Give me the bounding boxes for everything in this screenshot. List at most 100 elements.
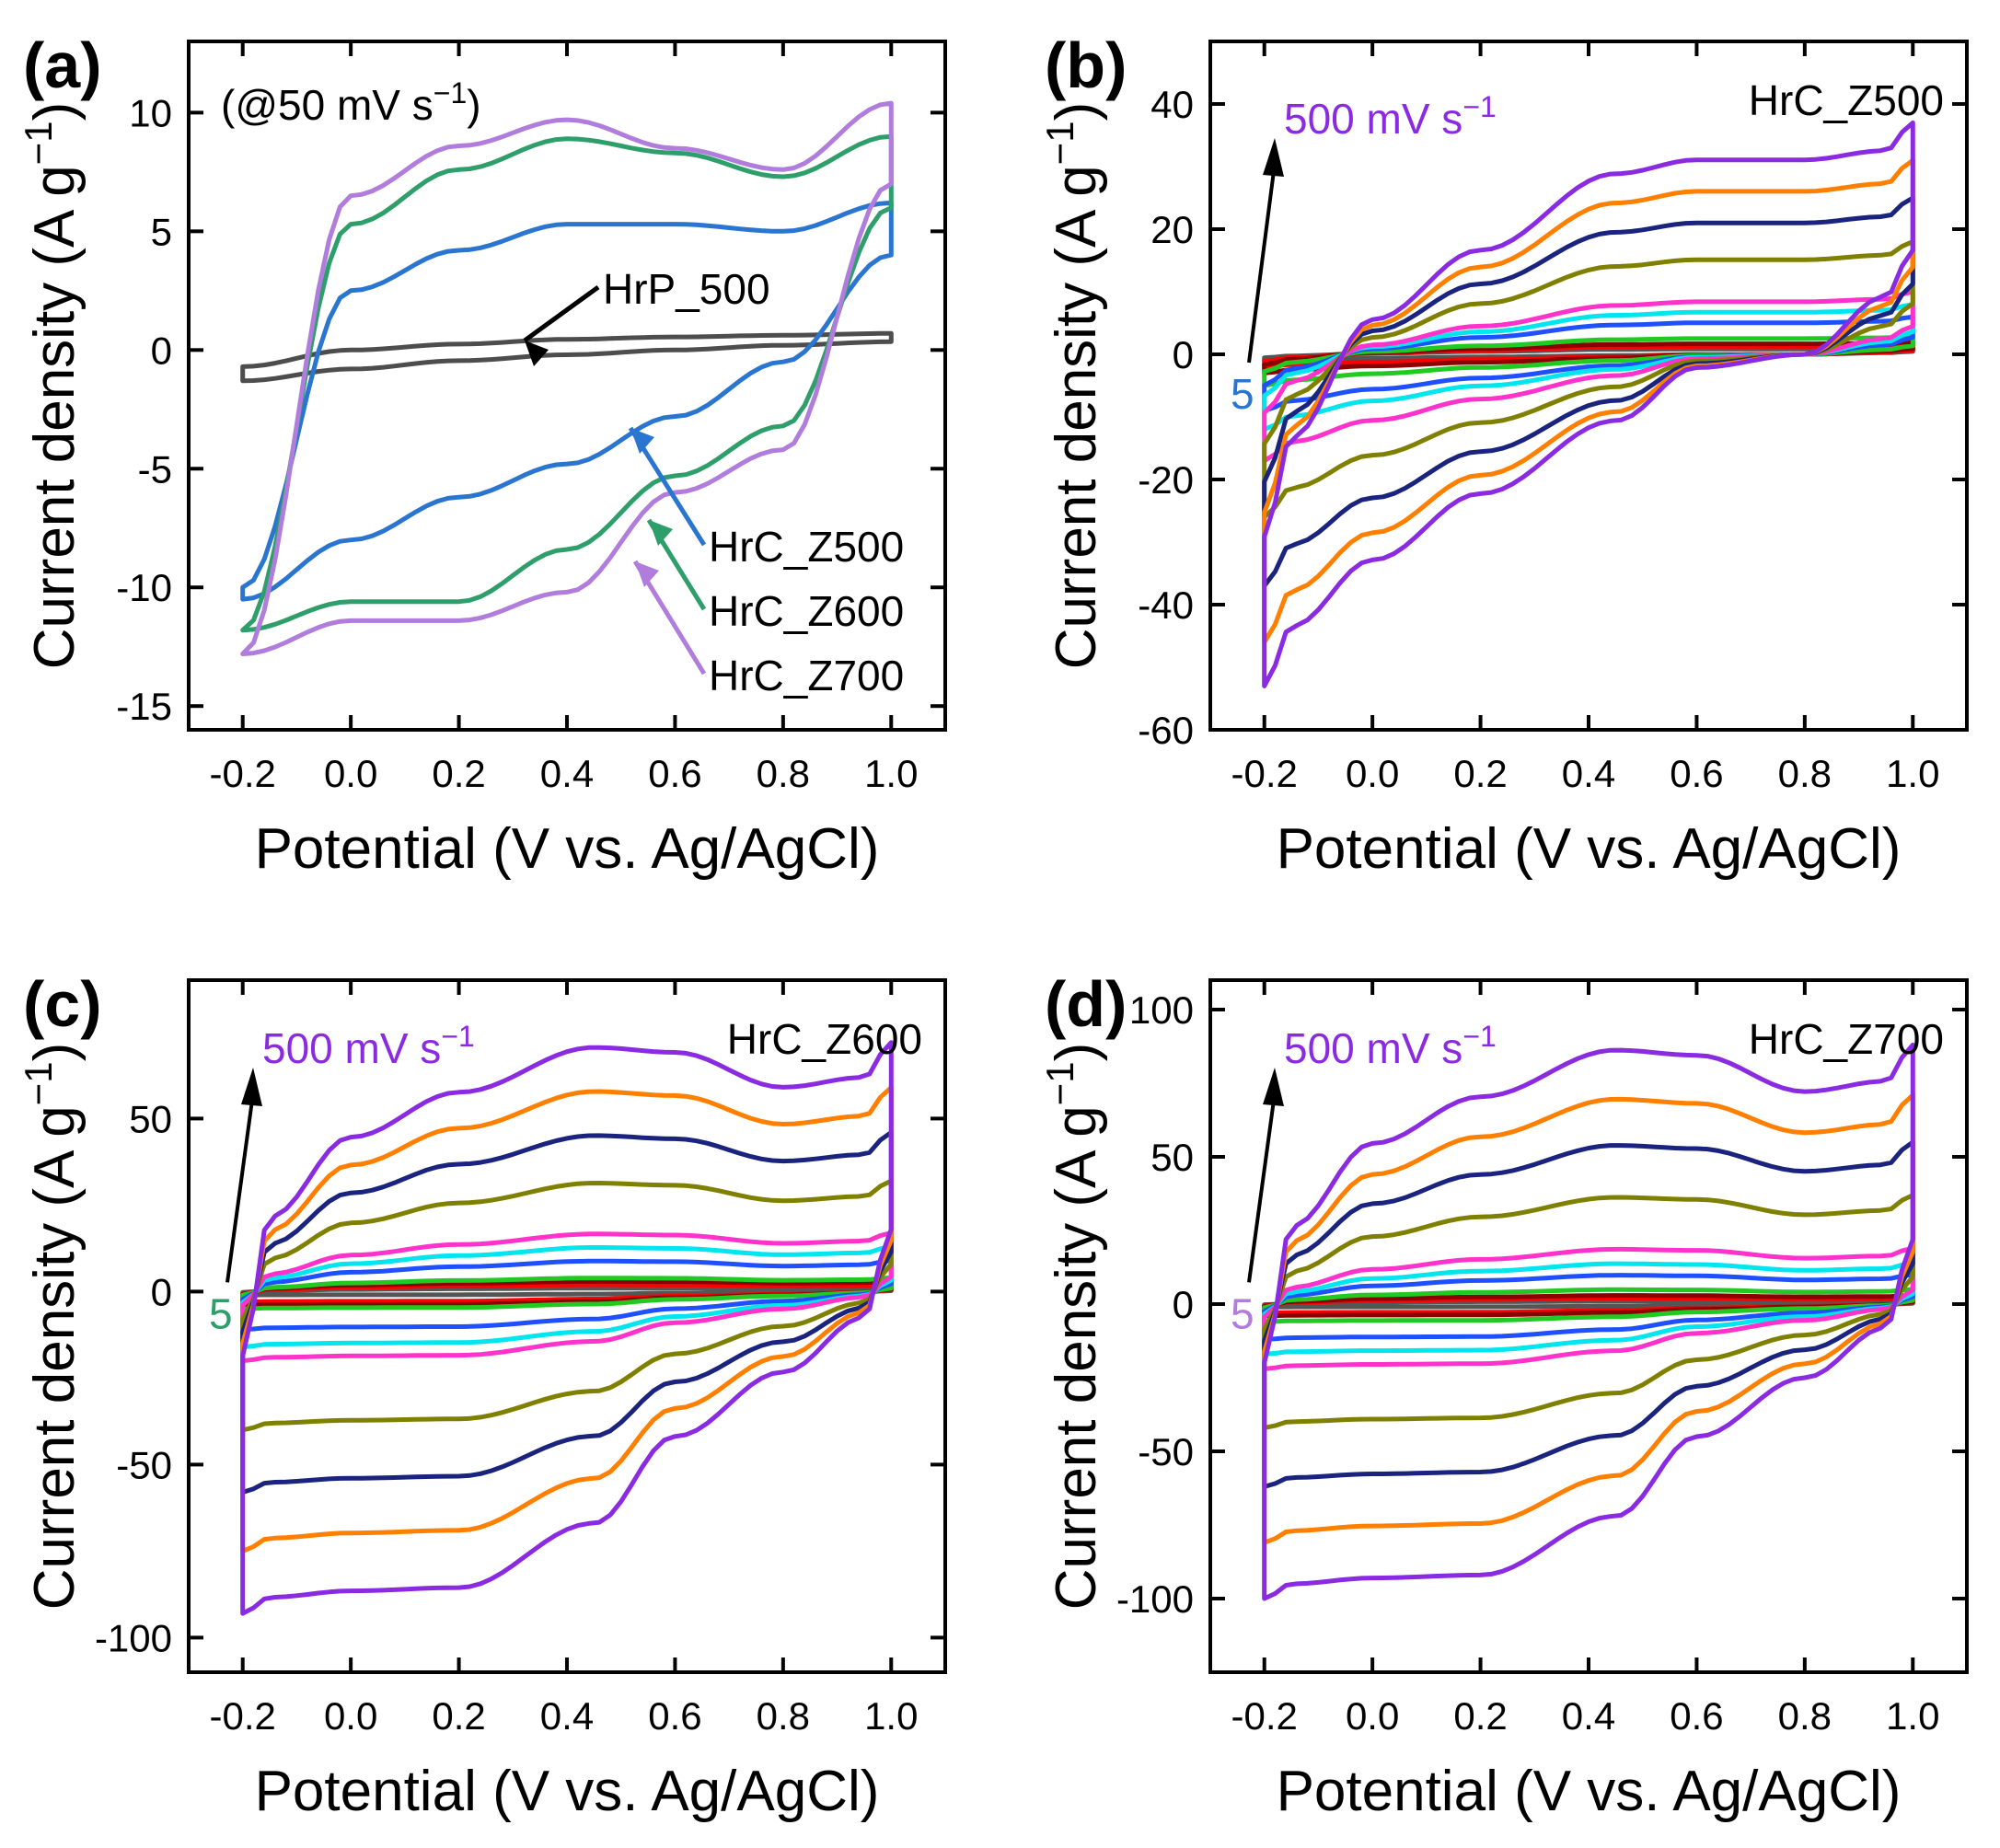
y-tick-label: -100 <box>95 1616 172 1659</box>
y-tick-label: 0 <box>1173 333 1194 376</box>
y-tick-label: 10 <box>129 91 172 134</box>
rate-curve-5 <box>1262 1260 1915 1357</box>
annotation-arrowhead <box>525 341 549 366</box>
rate-curve-1 <box>1262 157 1915 645</box>
annotation-arrowhead <box>649 520 673 546</box>
x-tick-label: -0.2 <box>210 752 276 795</box>
panel-label: (c) <box>23 968 102 1040</box>
series-HrC_Z500 <box>240 200 894 602</box>
panel-2: -0.2 0.0 0.2 0.4 0.6 0.8 1.0 50 0 -50 -100 Potentia… <box>17 968 947 1823</box>
rate-curve-7 <box>1262 1287 1915 1324</box>
y-tick-label: -40 <box>1138 583 1194 627</box>
y-tick-label: 50 <box>129 1097 172 1140</box>
y-tick-label: -10 <box>116 566 172 609</box>
x-tick-label: 0.4 <box>1562 1694 1615 1738</box>
plot-area <box>1262 120 1915 688</box>
series-HrP_500 <box>240 330 894 384</box>
y-tick-label: -60 <box>1138 709 1194 752</box>
y-tick-label: 5 <box>151 210 172 253</box>
x-tick-label: 0.8 <box>1778 1694 1832 1738</box>
rate-curve-6 <box>240 1258 894 1333</box>
x-tick-label: 0.2 <box>1453 1694 1507 1738</box>
scan-rate-high: 500 mV s−1 <box>262 1020 475 1072</box>
plot-area <box>1262 1042 1915 1601</box>
scan-rate-arrow <box>225 1092 255 1283</box>
y-tick-label: 0 <box>1173 1283 1194 1326</box>
rate-curve-2 <box>1262 195 1915 589</box>
rate-curve-1 <box>240 1085 894 1553</box>
x-tick-label: 1.0 <box>1886 1694 1939 1738</box>
y-tick-label: 50 <box>1150 1136 1194 1179</box>
x-tick-label: 0.6 <box>1670 1694 1723 1738</box>
y-tick-label: 0 <box>151 1270 172 1313</box>
x-axis-label: Potential (V vs. Ag/AgCl) <box>255 817 880 881</box>
rate-curve-0 <box>240 1040 894 1616</box>
panel-0: -0.2 0.0 0.2 0.4 0.6 0.8 1.0 10 5 0 -5 -10 -15 Potent… <box>17 29 947 881</box>
y-tick-label: -20 <box>1138 458 1194 502</box>
x-tick-label: 0.4 <box>540 752 594 795</box>
x-tick-label: -0.2 <box>210 1694 276 1738</box>
plot-area <box>240 100 894 656</box>
y-axis-label: Current density (A g−1) <box>17 1043 87 1610</box>
y-tick-label: -15 <box>116 685 172 728</box>
rate-curve-3 <box>1262 1193 1915 1430</box>
x-axis-label: Potential (V vs. Ag/AgCl) <box>255 1760 880 1823</box>
scan-rate-note: (@50 mV s−1) <box>221 76 481 129</box>
rate-curve-1 <box>1262 1092 1915 1545</box>
panel-label: (a) <box>23 29 102 101</box>
series-HrC_Z700 <box>240 100 894 656</box>
rate-curve-4 <box>1262 289 1915 464</box>
panel-1: -0.2 0.0 0.2 0.4 0.6 0.8 1.0 40 20 0 -20 -40 -60 Pote… <box>1038 29 1969 881</box>
annotation-arrowhead <box>630 428 654 454</box>
scan-rate-arrowhead <box>241 1068 262 1106</box>
y-tick-label: 100 <box>1129 988 1194 1032</box>
x-tick-label: 1.0 <box>1886 752 1939 795</box>
rate-curve-6 <box>1262 1272 1915 1342</box>
x-tick-label: 0.4 <box>540 1694 594 1738</box>
y-axis-label: Current density (A g−1) <box>1038 102 1108 669</box>
rate-curve-3 <box>1262 239 1915 520</box>
scan-rate-arrow <box>1247 163 1277 364</box>
x-tick-label: 0.0 <box>1346 752 1399 795</box>
scan-rate-low: 5 <box>209 1289 233 1337</box>
x-tick-label: 0.6 <box>1670 752 1723 795</box>
rate-curve-2 <box>1262 1139 1915 1489</box>
x-tick-label: 0.2 <box>432 752 485 795</box>
annotation-arrowhead <box>635 561 659 587</box>
scan-rate-high: 500 mV s−1 <box>1284 90 1497 143</box>
sample-label: HrC_Z700 <box>1749 1015 1944 1063</box>
annotation-label: HrP_500 <box>603 265 770 313</box>
panel-label: (b) <box>1045 29 1127 101</box>
rate-curve-5 <box>240 1244 894 1350</box>
sample-label: HrC_Z500 <box>1749 76 1944 124</box>
sample-label: HrC_Z600 <box>727 1015 922 1063</box>
rate-curve-2 <box>240 1129 894 1495</box>
y-tick-label: -50 <box>1138 1430 1194 1473</box>
annotation-arrow <box>523 284 600 343</box>
scan-rate-low: 5 <box>1231 1289 1254 1337</box>
y-tick-label: 40 <box>1150 83 1194 126</box>
x-axis-label: Potential (V vs. Ag/AgCl) <box>1277 1760 1902 1823</box>
x-axis-label: Potential (V vs. Ag/AgCl) <box>1277 817 1902 881</box>
panel-label: (d) <box>1045 968 1127 1040</box>
x-tick-label: 0.2 <box>432 1694 485 1738</box>
rate-curve-3 <box>240 1178 894 1433</box>
x-tick-label: 0.8 <box>757 1694 810 1738</box>
x-tick-label: 0.4 <box>1562 752 1615 795</box>
rate-curve-4 <box>240 1230 894 1364</box>
scan-rate-arrowhead <box>1263 138 1284 177</box>
x-tick-label: 0.2 <box>1453 752 1507 795</box>
y-axis-label: Current density (A g−1) <box>1038 1043 1108 1610</box>
y-tick-label: 0 <box>151 329 172 372</box>
x-tick-label: 0.0 <box>324 752 377 795</box>
plot-area <box>240 1040 894 1616</box>
y-axis-label: Current density (A g−1) <box>17 102 87 669</box>
y-tick-label: -5 <box>138 447 172 491</box>
x-tick-label: 0.8 <box>1778 752 1832 795</box>
rate-curve-7 <box>240 1275 894 1311</box>
rate-curve-8 <box>1262 339 1915 375</box>
scan-rate-low: 5 <box>1231 370 1254 418</box>
panel-3: -0.2 0.0 0.2 0.4 0.6 0.8 1.0 100 50 0 -50 -100 Poten… <box>1038 968 1969 1823</box>
x-tick-label: 0.6 <box>648 1694 701 1738</box>
